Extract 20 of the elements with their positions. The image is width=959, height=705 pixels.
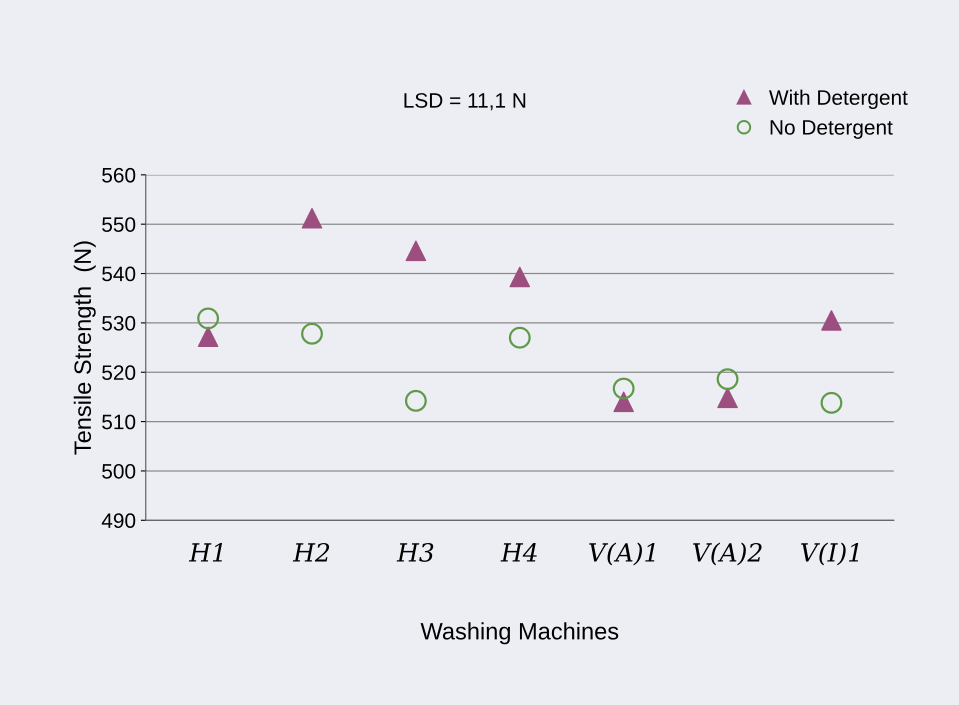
y-tick-label: 510 [102,414,136,430]
x-tick-label: H4 [500,542,537,562]
y-tick-label: 520 [102,365,136,380]
y-tick-label: 560 [102,168,136,183]
legend-label: No Detergent [770,120,893,139]
y-tick-label: 540 [102,266,136,282]
x-tick-label: V(A)2 [693,542,762,566]
x-tick-label: H2 [292,542,330,562]
text: LSD = 11,1 N [404,93,526,110]
y-tick-label: 490 [102,513,136,528]
x-axis-title: Washing Machines [420,622,618,644]
x-tick-label: H1 [188,542,222,562]
y-tick-label: 500 [102,464,136,479]
y-tick-label: 530 [102,316,136,331]
legend-label: With Detergent [769,90,908,110]
y-tick-label: 550 [102,217,136,232]
x-tick-label: V(I)1 [801,542,858,566]
x-tick-label: H3 [396,542,434,562]
x-tick-label: V(A)1 [589,542,655,566]
y-axis-title: Tensile Strength (N) [74,241,96,455]
